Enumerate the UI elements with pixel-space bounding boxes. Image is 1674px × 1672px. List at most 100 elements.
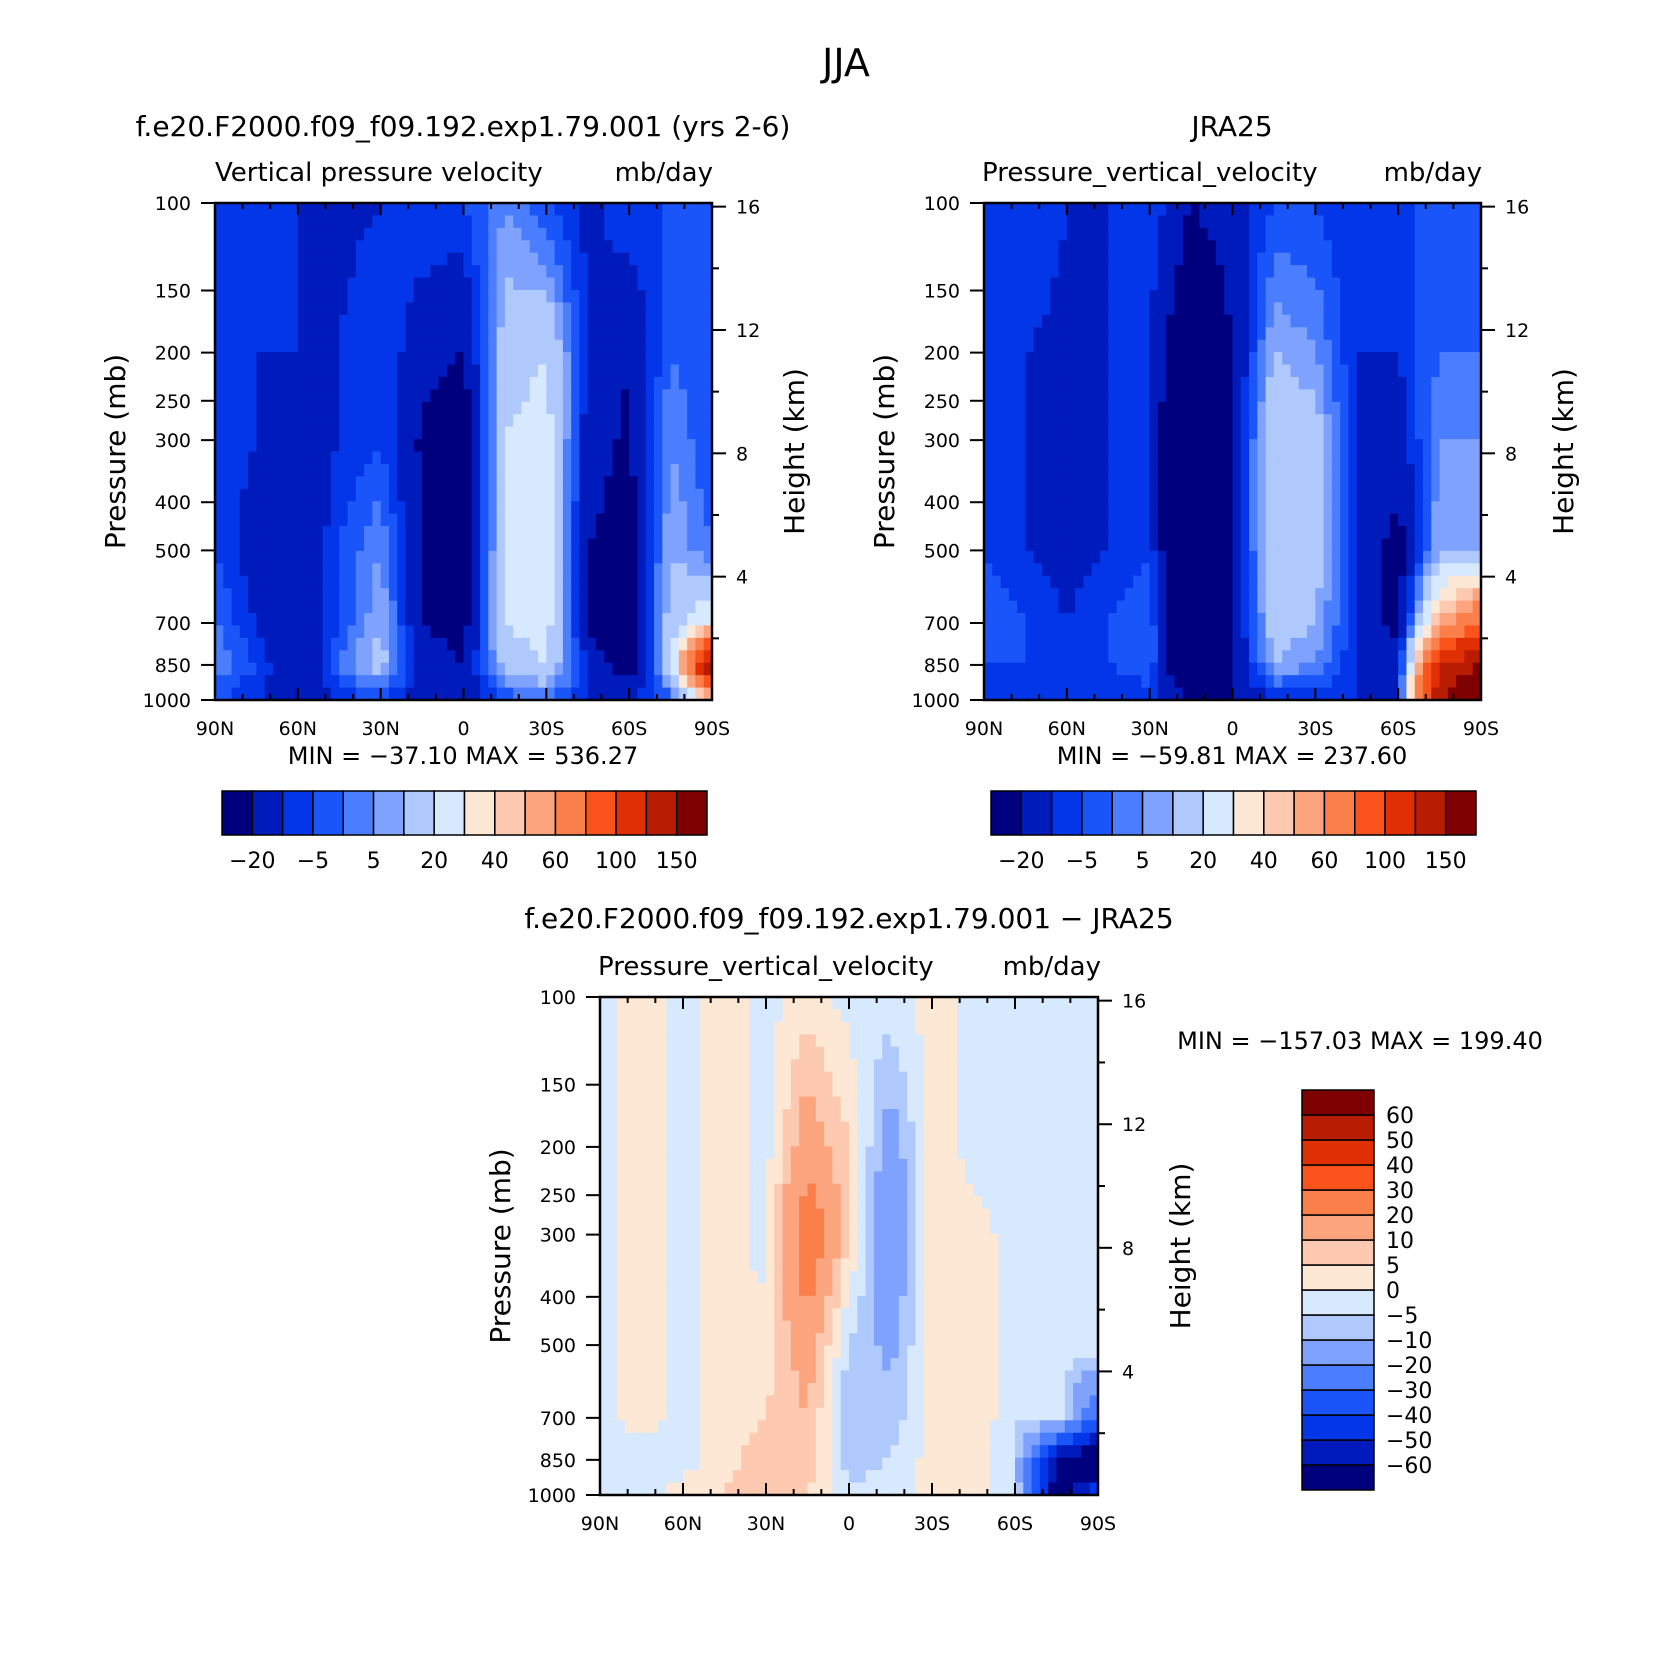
contour-cell: [446, 289, 456, 303]
contour-cell: [1456, 240, 1466, 254]
contour-cell: [372, 252, 382, 266]
contour-cell: [992, 339, 1002, 353]
contour-cell: [463, 563, 473, 577]
contour-cell: [455, 650, 465, 664]
contour-cell: [1257, 401, 1267, 415]
contour-cell: [1439, 414, 1449, 428]
contour-cell: [703, 314, 713, 328]
contour-cell: [364, 476, 373, 490]
contour-cell: [1124, 588, 1134, 602]
contour-cell: [538, 588, 547, 602]
contour-cell: [1373, 637, 1383, 651]
contour-cell: [1365, 675, 1374, 689]
contour-cell: [1265, 352, 1275, 366]
contour-cell: [513, 352, 523, 366]
contour-cell: [571, 488, 581, 502]
contour-cell: [1099, 650, 1109, 664]
contour-cell: [587, 488, 597, 502]
contour-cell: [1282, 650, 1292, 664]
contour-cell: [670, 675, 680, 689]
contour-cell: [264, 227, 274, 241]
contour-cell: [430, 488, 440, 502]
contour-cell: [1472, 550, 1482, 564]
contour-cell: [1398, 439, 1408, 453]
contour-cell: [571, 550, 581, 564]
contour-cell: [546, 277, 556, 291]
contour-cell: [637, 687, 647, 701]
contour-cell: [1108, 451, 1118, 465]
contour-cell: [662, 687, 672, 701]
contour-cell: [1000, 650, 1010, 664]
contour-cell: [223, 650, 233, 664]
contour-cell: [239, 215, 249, 229]
contour-cell: [471, 277, 481, 291]
contour-cell: [620, 550, 630, 564]
contour-cell: [504, 339, 514, 353]
contour-cell: [1373, 488, 1383, 502]
contour-cell: [620, 488, 630, 502]
contour-cell: [463, 389, 473, 403]
contour-cell: [1431, 650, 1441, 664]
contour-cell: [1298, 401, 1308, 415]
contour-cell: [1240, 352, 1250, 366]
contour-cell: [322, 550, 332, 564]
contour-cell: [992, 227, 1002, 241]
contour-cell: [471, 563, 481, 577]
contour-cell: [1464, 563, 1474, 577]
contour-cell: [455, 501, 465, 515]
contour-cell: [364, 265, 373, 279]
contour-cell: [670, 550, 680, 564]
contour-cell: [1116, 662, 1126, 676]
contour-cell: [1298, 215, 1308, 229]
contour-cell: [1207, 277, 1217, 291]
contour-cell: [1348, 488, 1358, 502]
contour-cell: [1331, 352, 1341, 366]
contour-cell: [413, 538, 423, 552]
contour-cell: [1273, 203, 1283, 217]
contour-cell: [471, 265, 481, 279]
contour-cell: [306, 240, 315, 254]
contour-cell: [1331, 215, 1341, 229]
contour-cell: [1406, 575, 1416, 589]
contour-cell: [289, 563, 299, 577]
contour-cell: [1356, 687, 1366, 701]
contour-cell: [422, 289, 431, 303]
contour-cell: [1365, 625, 1374, 639]
contour-cell: [596, 501, 605, 515]
contour-cell: [1207, 613, 1217, 627]
contour-cell: [1464, 389, 1474, 403]
contour-cell: [1099, 613, 1109, 627]
contour-cell: [480, 513, 489, 527]
contour-cell: [1340, 662, 1350, 676]
contour-cell: [504, 538, 514, 552]
contour-cell: [662, 550, 672, 564]
contour-cell: [1373, 240, 1383, 254]
contour-cell: [1273, 637, 1283, 651]
contour-cell: [347, 439, 357, 453]
contour-cell: [645, 227, 655, 241]
contour-cell: [1133, 675, 1142, 689]
contour-cell: [215, 352, 224, 366]
contour-cell: [984, 513, 993, 527]
contour-cell: [1166, 265, 1176, 279]
contour-cell: [1282, 364, 1292, 378]
contour-cell: [554, 575, 564, 589]
contour-cell: [1298, 501, 1308, 515]
contour-cell: [397, 364, 407, 378]
contour-cell: [438, 389, 448, 403]
contour-cell: [1174, 289, 1184, 303]
contour-cell: [1224, 302, 1234, 316]
contour-cell: [1265, 575, 1275, 589]
contour-cell: [703, 650, 713, 664]
contour-cell: [1099, 277, 1109, 291]
contour-cell: [504, 252, 514, 266]
contour-cell: [1083, 687, 1093, 701]
contour-cell: [521, 613, 531, 627]
contour-cell: [397, 600, 407, 614]
contour-cell: [1356, 289, 1366, 303]
contour-cell: [1298, 339, 1308, 353]
contour-cell: [1472, 600, 1482, 614]
contour-cell: [1298, 588, 1308, 602]
contour-cell: [1431, 538, 1441, 552]
